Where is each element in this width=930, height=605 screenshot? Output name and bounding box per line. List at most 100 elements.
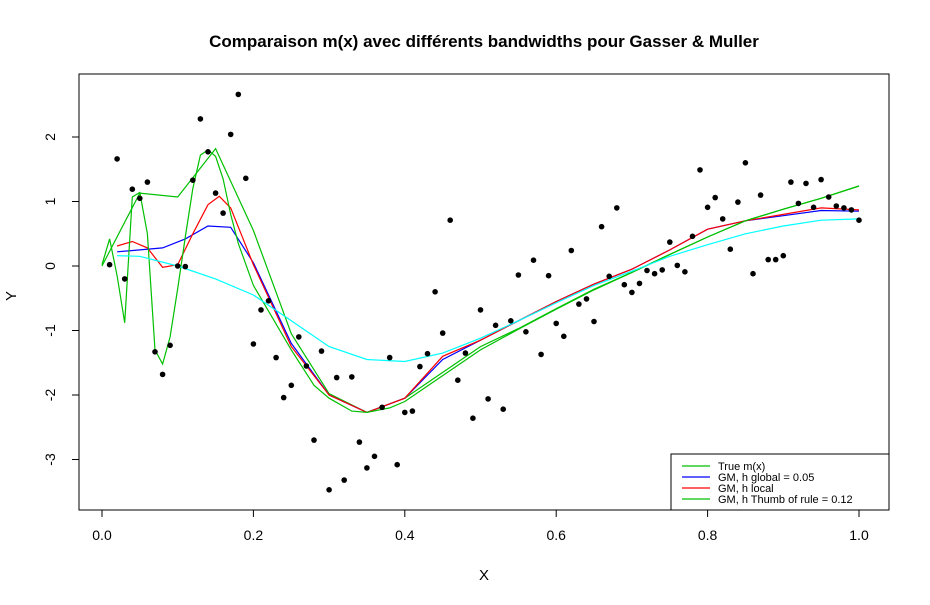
data-point [765,256,771,263]
data-point [447,217,454,223]
data-point [644,267,650,274]
data-point [606,273,612,280]
data-point [273,354,279,361]
data-point [682,269,688,275]
data-point [220,210,226,216]
data-point [174,263,181,269]
x-tick-label: 0.4 [395,527,415,543]
x-tick-label: 0.6 [546,527,566,543]
data-point [477,307,484,313]
data-point [432,289,438,295]
data-point [750,270,756,277]
data-point [651,270,658,277]
data-point [689,233,696,240]
data-point [258,307,264,313]
data-point [470,415,476,422]
series-line-2 [116,195,860,414]
data-point [296,334,302,340]
data-point [825,194,832,200]
data-point [780,252,787,259]
data-point [674,262,681,269]
data-point [795,200,802,207]
data-point [311,437,317,443]
data-point [182,263,189,270]
legend-label: True m(x) [718,461,765,473]
data-point [341,477,348,483]
data-point [538,351,544,358]
data-point [288,382,295,389]
data-point [561,333,567,340]
data-point [856,217,862,223]
data-point [235,91,242,98]
data-point [137,195,143,202]
x-tick-label: 0.0 [92,527,112,543]
data-point [757,192,764,198]
y-tick-label: 0 [42,262,58,270]
data-point [492,322,499,329]
data-point [167,342,173,349]
data-point [803,180,809,187]
data-point [697,167,703,173]
series-line-4 [117,218,860,363]
x-tick-label: 0.8 [698,527,718,543]
data-point [515,272,522,278]
data-point [568,247,575,254]
data-point [659,267,665,273]
data-point [591,318,597,325]
data-point [205,149,211,155]
data-point [114,156,120,162]
data-point [197,116,204,122]
data-point [250,341,257,347]
series-line-0 [101,147,860,414]
data-point [356,439,363,445]
data-point [712,194,718,201]
data-point [833,203,840,209]
data-point [530,257,537,264]
data-point [772,256,779,263]
data-point [742,160,749,166]
data-point [280,394,287,401]
data-point [704,204,711,211]
data-point [810,204,817,211]
data-point [394,461,401,468]
data-point [598,223,605,230]
data-point [409,408,416,414]
legend-label: GM, h local [718,483,774,495]
data-point [439,330,446,336]
chart-title: Comparaison m(x) avec différents bandwid… [209,32,759,51]
data-point [371,453,378,460]
data-point [144,179,151,185]
data-point [455,377,461,384]
data-point [243,175,249,182]
data-point [485,396,491,402]
data-point [349,374,355,380]
series-line-1 [117,209,860,414]
data-point [818,176,824,183]
plot-frame [78,73,890,511]
y-tick-label: -2 [42,389,58,402]
y-tick-label: -3 [42,453,58,466]
y-axis: -3 -2 -1 0 1 2 [42,133,80,466]
data-point [386,354,393,361]
series-lines [101,147,860,414]
data-point [735,199,741,205]
data-point [265,298,272,304]
x-axis-label: X [479,567,489,584]
data-point [576,301,582,307]
data-point [106,261,113,268]
data-point [379,404,385,411]
data-point [424,350,431,357]
data-point [227,131,234,138]
y-tick-label: -1 [42,324,58,337]
data-point [848,207,855,213]
data-point [364,465,370,471]
legend-label: GM, h Thumb of rule = 0.12 [718,494,853,506]
data-point [508,318,514,324]
data-point [719,216,726,222]
data-point [583,296,590,302]
data-point [667,239,673,245]
legend-box [670,453,890,511]
data-point [212,190,219,196]
